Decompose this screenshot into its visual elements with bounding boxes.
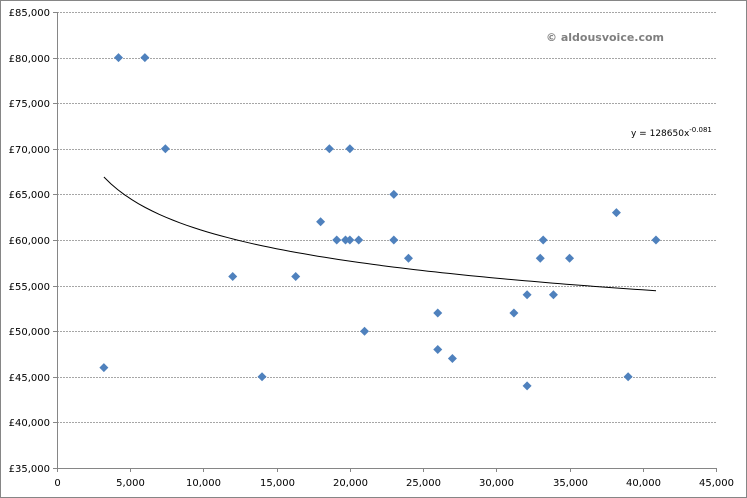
y-tick-label: £60,000 xyxy=(9,236,50,247)
data-point xyxy=(291,271,301,281)
data-point xyxy=(324,144,334,154)
data-point xyxy=(114,53,124,63)
x-tick-label: 45,000 xyxy=(699,478,734,489)
y-tick-label: £50,000 xyxy=(9,327,50,338)
data-point xyxy=(433,344,443,354)
watermark: © aldousvoice.com xyxy=(546,31,664,44)
y-axis-ticks: £35,000 £40,000 £45,000 £50,000 £55,000 £60,0… xyxy=(9,8,50,475)
data-point xyxy=(316,217,326,227)
data-point xyxy=(354,235,364,245)
data-point xyxy=(538,235,548,245)
y-tick-label: £85,000 xyxy=(9,8,50,19)
data-points xyxy=(99,53,661,391)
data-point xyxy=(389,235,399,245)
y-tick-label: £40,000 xyxy=(9,418,50,429)
x-axis-ticks: 0 5,000 10,000 15,000 20,000 25,000 30,000 35,0… xyxy=(54,478,734,489)
data-point xyxy=(548,290,558,300)
x-tick-label: 20,000 xyxy=(333,478,368,489)
data-point xyxy=(99,363,109,373)
x-tick-label: 0 xyxy=(54,478,60,489)
y-tick-label: £80,000 xyxy=(9,54,50,65)
y-tick-label: £75,000 xyxy=(9,99,50,110)
data-point xyxy=(447,354,457,364)
trendline-equation: y = 128650x-0.081 xyxy=(631,126,712,139)
data-point xyxy=(345,144,355,154)
data-point xyxy=(522,381,532,391)
trendline xyxy=(103,176,657,292)
data-point xyxy=(360,326,370,336)
data-point xyxy=(509,308,519,318)
x-tick-label: 25,000 xyxy=(406,478,441,489)
data-point xyxy=(160,144,170,154)
y-tick-label: £45,000 xyxy=(9,373,50,384)
data-point xyxy=(257,372,267,382)
x-tick-label: 35,000 xyxy=(553,478,588,489)
data-point xyxy=(345,235,355,245)
data-point xyxy=(389,189,399,199)
x-tick-label: 10,000 xyxy=(186,478,221,489)
y-tick-label: £35,000 xyxy=(9,464,50,475)
x-tick-label: 15,000 xyxy=(260,478,295,489)
data-point xyxy=(332,235,342,245)
data-point xyxy=(403,253,413,263)
data-point xyxy=(611,208,621,218)
data-point xyxy=(433,308,443,318)
gridlines xyxy=(57,12,716,423)
axes xyxy=(53,12,717,472)
data-point xyxy=(522,290,532,300)
data-point xyxy=(565,253,575,263)
data-point xyxy=(140,53,150,63)
data-point xyxy=(651,235,661,245)
data-point xyxy=(535,253,545,263)
x-tick-label: 30,000 xyxy=(479,478,514,489)
data-point xyxy=(228,271,238,281)
y-tick-label: £70,000 xyxy=(9,145,50,156)
y-tick-label: £55,000 xyxy=(9,282,50,293)
x-tick-label: 40,000 xyxy=(626,478,661,489)
x-tick-label: 5,000 xyxy=(116,478,145,489)
y-tick-label: £65,000 xyxy=(9,190,50,201)
data-point xyxy=(623,372,633,382)
